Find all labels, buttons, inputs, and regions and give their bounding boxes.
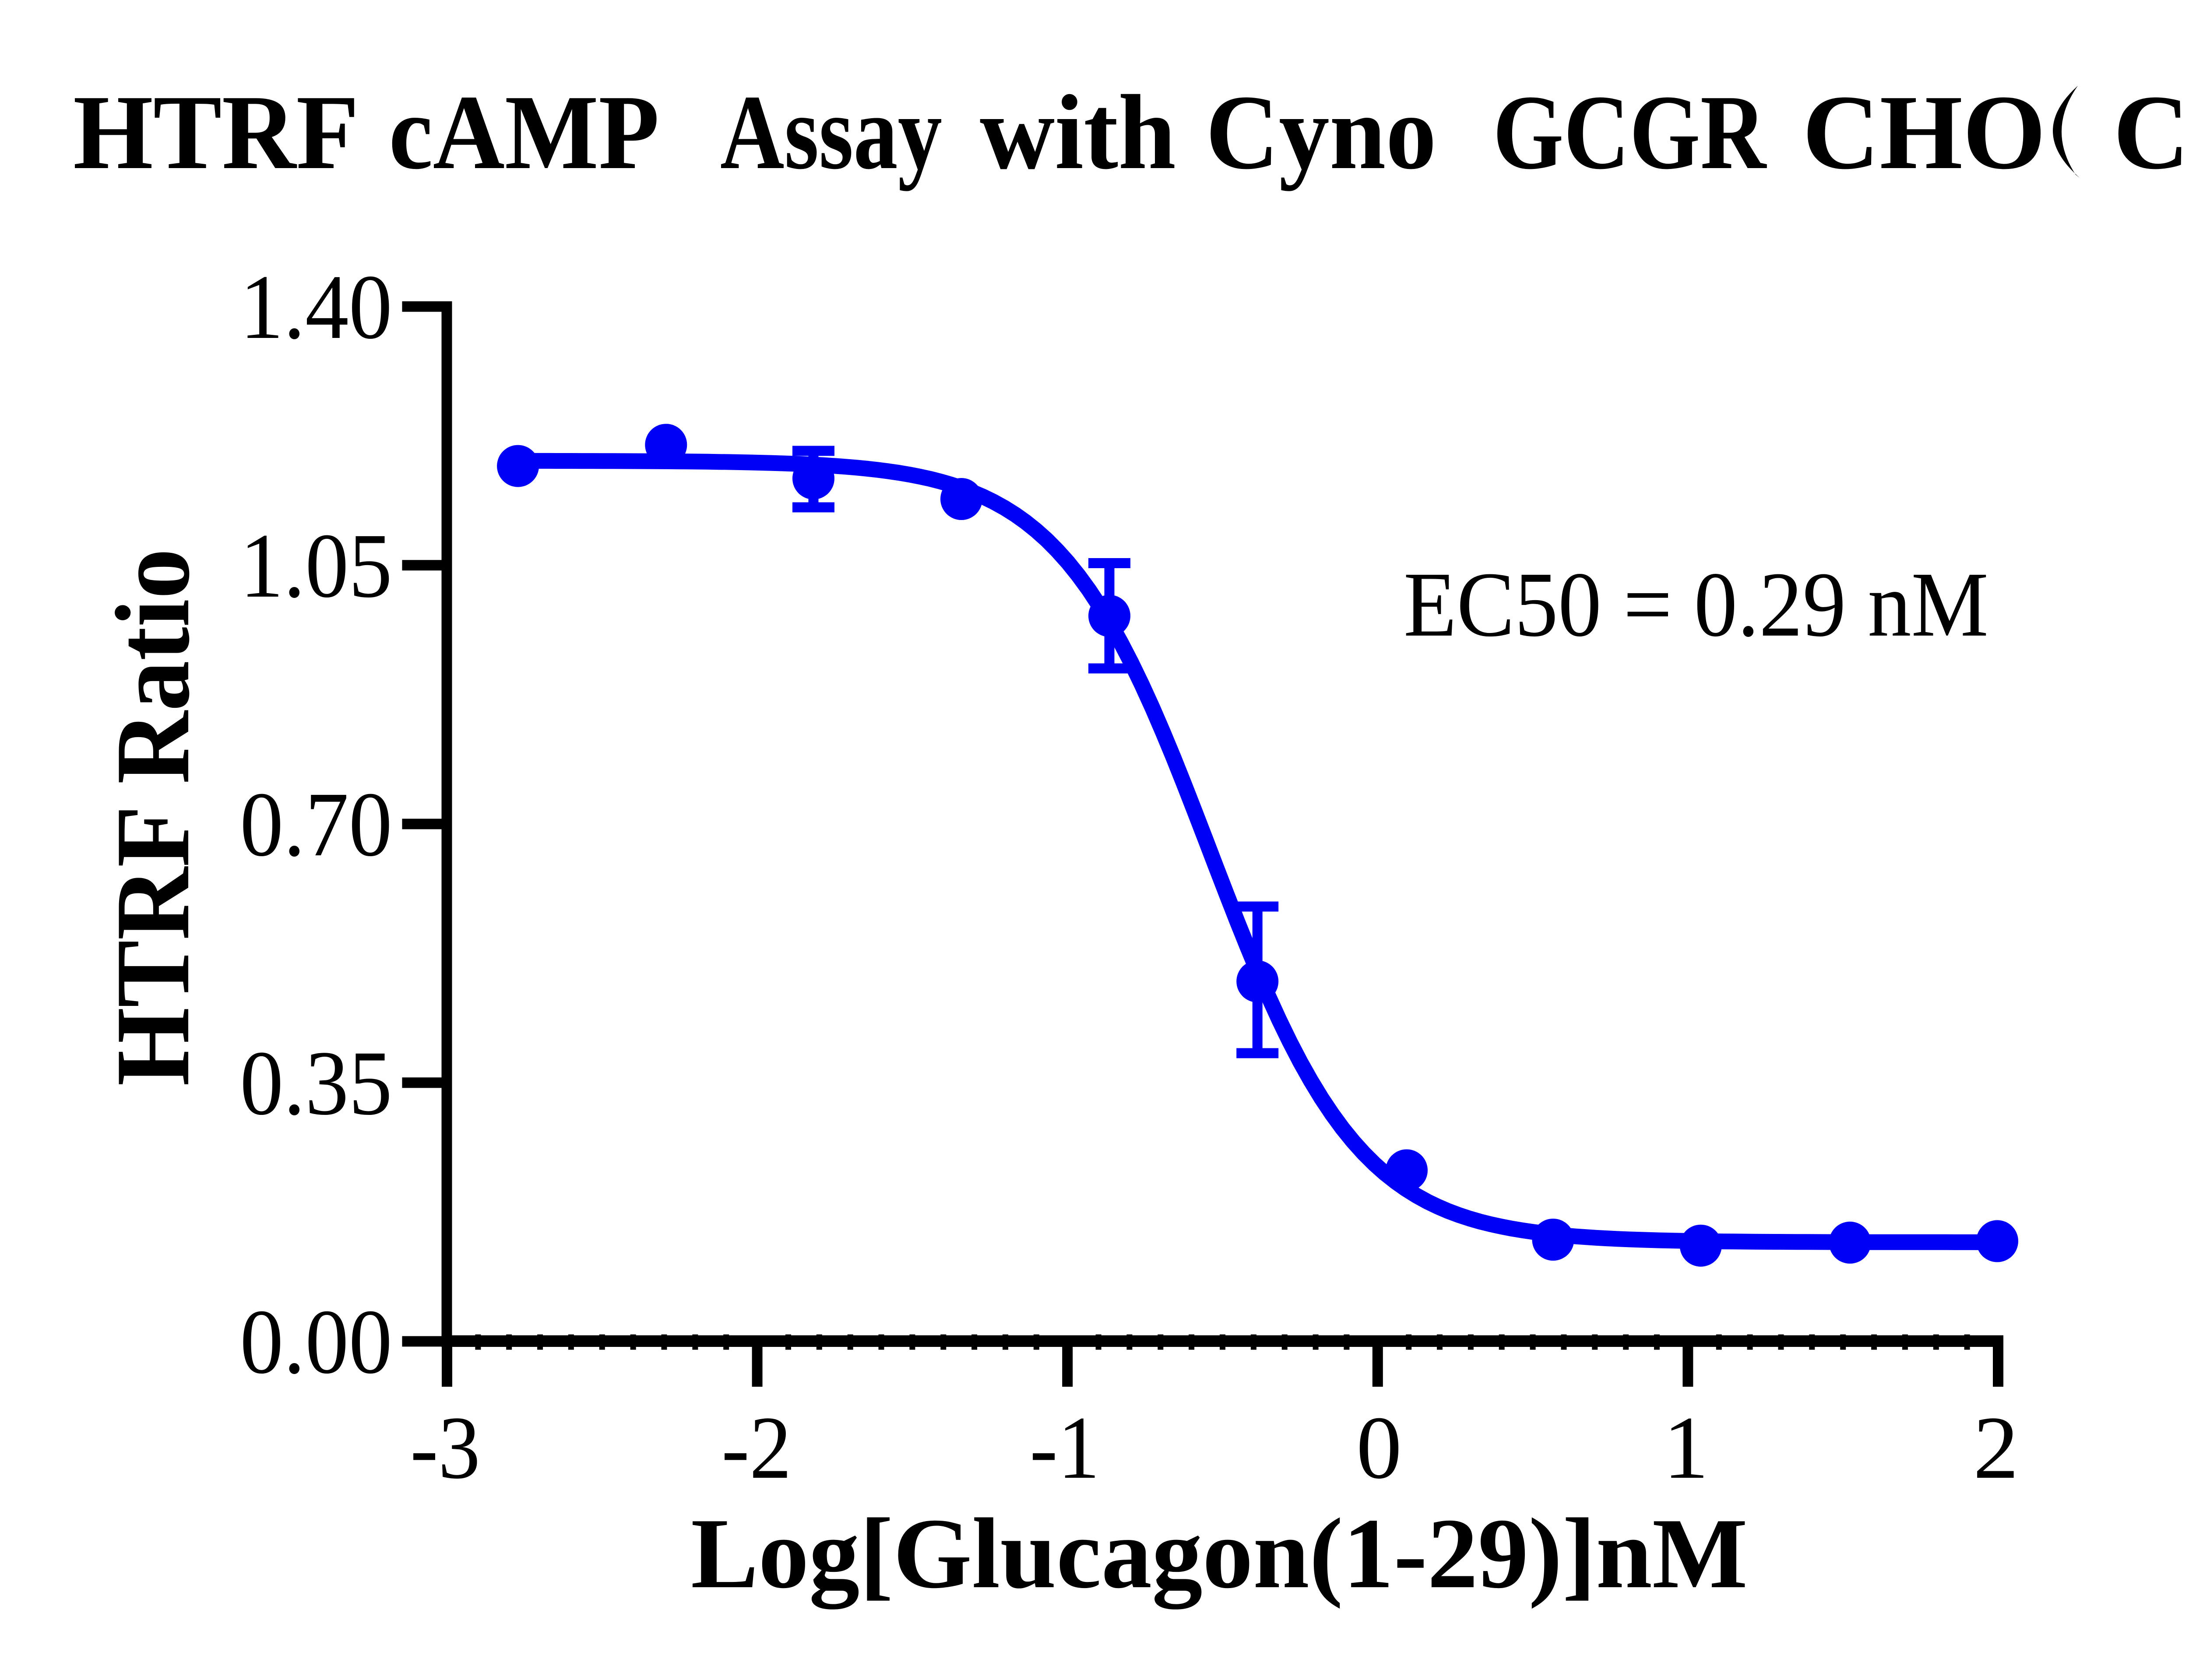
svg-text:C10: C10 <box>2113 73 2189 191</box>
svg-text:HTRF Ratio: HTRF Ratio <box>94 548 211 1086</box>
svg-text:0: 0 <box>1356 1398 1402 1497</box>
svg-text:1: 1 <box>1663 1398 1709 1497</box>
svg-text:-1: -1 <box>1030 1398 1100 1497</box>
svg-text:GCGR: GCGR <box>1493 73 1767 191</box>
svg-text:0.35: 0.35 <box>240 1032 392 1134</box>
svg-text:0.00: 0.00 <box>240 1290 392 1393</box>
svg-text:Assay: Assay <box>720 73 942 191</box>
svg-text:0.70: 0.70 <box>240 773 392 875</box>
svg-text:CHO: CHO <box>1802 73 2046 191</box>
svg-text:EC50 = 0.29 nM: EC50 = 0.29 nM <box>1404 553 1988 656</box>
svg-text:1.40: 1.40 <box>240 256 392 358</box>
svg-text:Log[Glucagon(1-29)]nM: Log[Glucagon(1-29)]nM <box>691 1497 1748 1610</box>
svg-text:2: 2 <box>1973 1398 2019 1497</box>
svg-text:HTRF: HTRF <box>73 73 359 191</box>
svg-text:with: with <box>980 73 1176 191</box>
svg-text:-3: -3 <box>410 1398 480 1497</box>
svg-text:1.05: 1.05 <box>240 514 392 617</box>
svg-text:cAMP: cAMP <box>389 73 659 191</box>
svg-text:-2: -2 <box>721 1398 792 1497</box>
svg-text:Cyno: Cyno <box>1206 73 1436 191</box>
